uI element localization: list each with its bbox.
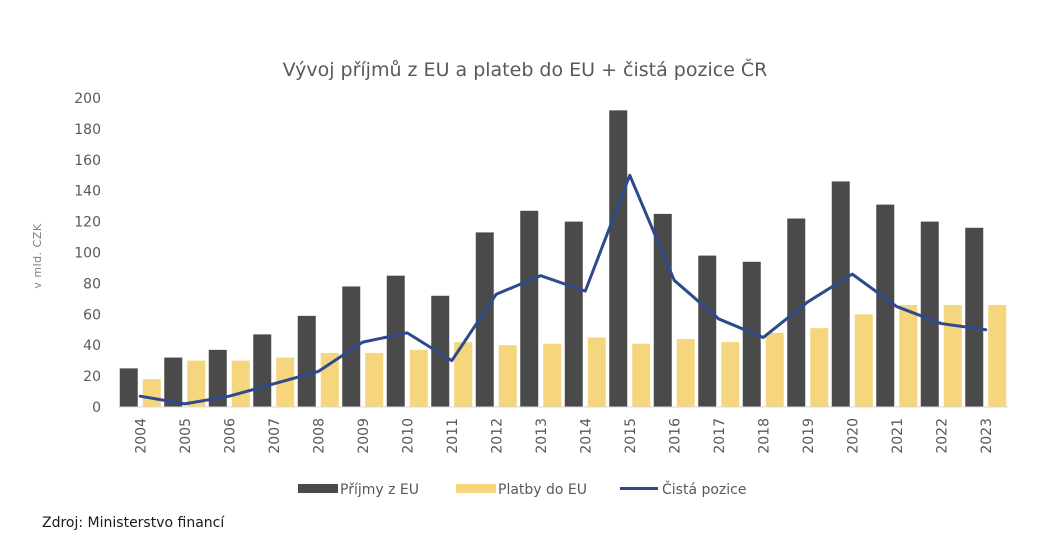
x-tick-label: 2004 — [133, 418, 149, 454]
bar-platby-do-eu — [498, 345, 517, 407]
y-tick-label: 200 — [74, 91, 101, 107]
y-tick-label: 80 — [83, 276, 101, 292]
legend-swatch — [298, 484, 338, 493]
legend-label: Čistá pozice — [662, 480, 746, 498]
bar-platby-do-eu — [854, 314, 873, 407]
bar-prijmy-z-eu — [653, 213, 672, 407]
legend-label: Platby do EU — [498, 482, 587, 498]
bar-platby-do-eu — [810, 328, 829, 407]
bar-platby-do-eu — [943, 305, 962, 407]
bar-prijmy-z-eu — [920, 221, 939, 407]
bar-prijmy-z-eu — [164, 357, 183, 407]
bar-platby-do-eu — [632, 343, 651, 407]
bar-prijmy-z-eu — [342, 286, 361, 407]
x-tick-label: 2013 — [534, 418, 550, 454]
chart-title: Vývoj příjmů z EU a plateb do EU + čistá… — [283, 57, 768, 81]
legend: Příjmy z EU Platby do EU Čistá pozice — [298, 480, 746, 498]
bar-platby-do-eu — [765, 332, 784, 407]
y-tick-label: 140 — [74, 184, 101, 200]
x-tick-label: 2020 — [845, 418, 861, 454]
y-axis-label: v mld. CZK — [31, 223, 44, 288]
bar-platby-do-eu — [276, 357, 295, 407]
x-axis-ticks: 2004 2005 2006 2007 2008 2009 2010 2011 2012 2013… — [133, 418, 995, 454]
y-axis-ticks: 0 20 40 60 80 100 120 140 160 180 200 — [74, 91, 101, 416]
x-tick-label: 2010 — [400, 418, 416, 454]
x-tick-label: 2011 — [445, 418, 461, 454]
bar-prijmy-z-eu — [698, 255, 717, 407]
legend-swatch — [456, 484, 496, 493]
bar-platby-do-eu — [721, 342, 740, 407]
bar-prijmy-z-eu — [564, 221, 583, 407]
bar-prijmy-z-eu — [431, 295, 450, 407]
bar-platby-do-eu — [231, 360, 250, 407]
bar-prijmy-z-eu — [876, 204, 895, 407]
x-tick-label: 2014 — [578, 418, 594, 454]
x-tick-label: 2017 — [712, 418, 728, 454]
x-tick-label: 2022 — [934, 418, 950, 454]
legend-label: Příjmy z EU — [340, 482, 419, 498]
bars — [119, 110, 1007, 408]
bar-prijmy-z-eu — [119, 368, 138, 407]
bar-prijmy-z-eu — [475, 232, 494, 407]
x-tick-label: 2012 — [489, 418, 505, 454]
bar-platby-do-eu — [543, 343, 562, 407]
bar-prijmy-z-eu — [742, 261, 761, 407]
bar-platby-do-eu — [187, 360, 206, 407]
y-tick-label: 180 — [74, 122, 101, 138]
bar-prijmy-z-eu — [965, 227, 984, 407]
bar-platby-do-eu — [409, 349, 428, 407]
y-tick-label: 20 — [83, 369, 101, 385]
bar-platby-do-eu — [988, 305, 1007, 407]
bar-prijmy-z-eu — [208, 349, 227, 407]
net-position-line-layer — [138, 173, 988, 406]
bar-prijmy-z-eu — [297, 315, 316, 407]
x-tick-label: 2007 — [267, 418, 283, 454]
source-note: Zdroj: Ministerstvo financí — [42, 515, 225, 531]
y-tick-label: 120 — [74, 215, 101, 231]
bar-platby-do-eu — [676, 339, 695, 407]
bar-prijmy-z-eu — [520, 210, 539, 407]
x-tick-label: 2009 — [356, 418, 372, 454]
bar-platby-do-eu — [454, 342, 473, 407]
y-tick-label: 100 — [74, 246, 101, 262]
x-tick-label: 2008 — [311, 418, 327, 454]
bar-platby-do-eu — [142, 379, 161, 407]
bar-prijmy-z-eu — [253, 334, 272, 407]
bar-platby-do-eu — [899, 305, 918, 407]
x-tick-label: 2019 — [801, 418, 817, 454]
x-tick-label: 2006 — [222, 418, 238, 454]
x-tick-label: 2023 — [979, 418, 995, 454]
y-tick-label: 0 — [92, 400, 101, 416]
y-tick-label: 40 — [83, 338, 101, 354]
bar-prijmy-z-eu — [609, 110, 628, 408]
x-tick-label: 2021 — [890, 418, 906, 454]
bar-platby-do-eu — [365, 352, 384, 407]
y-tick-label: 60 — [83, 307, 101, 323]
bar-prijmy-z-eu — [831, 181, 850, 407]
bar-platby-do-eu — [587, 337, 606, 407]
x-tick-label: 2016 — [667, 418, 683, 454]
x-tick-label: 2015 — [623, 418, 639, 454]
x-tick-label: 2005 — [178, 418, 194, 454]
x-tick-label: 2018 — [756, 418, 772, 454]
y-tick-label: 160 — [74, 153, 101, 169]
bar-prijmy-z-eu — [386, 275, 405, 407]
line-cista-pozice — [138, 173, 988, 406]
